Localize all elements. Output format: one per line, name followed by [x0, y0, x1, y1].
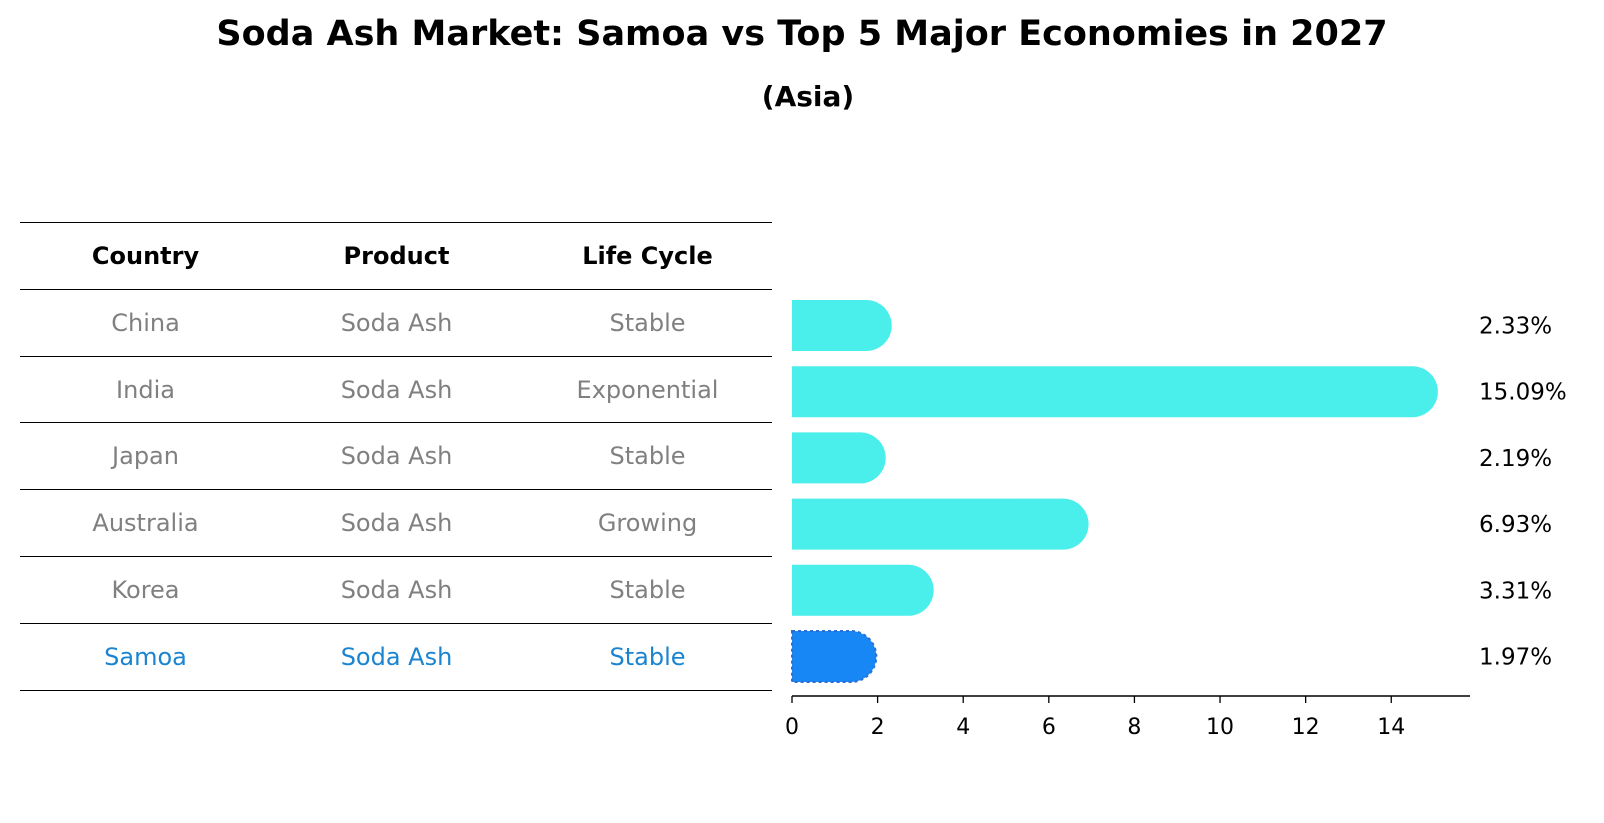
table-cell: Stable [609, 308, 686, 337]
table-cell: Soda Ash [340, 375, 453, 404]
chart-title: Soda Ash Market: Samoa vs Top 5 Major Ec… [216, 14, 1388, 54]
table-cell: Stable [609, 442, 686, 471]
table-cell: Soda Ash [340, 509, 453, 538]
x-tick-label: 10 [1206, 715, 1234, 740]
data-label: 3.31% [1479, 578, 1552, 604]
bar [792, 564, 934, 616]
table-cell: Samoa [104, 642, 187, 671]
x-tick-label: 14 [1377, 715, 1405, 740]
data-label: 6.93% [1479, 512, 1552, 538]
table-header-cell: Country [91, 242, 200, 270]
x-tick-label: 6 [1042, 715, 1056, 740]
table-cell: Growing [597, 509, 698, 538]
table-cell: Stable [609, 642, 686, 671]
x-tick-label: 8 [1127, 715, 1141, 740]
table-cell: Soda Ash [340, 576, 453, 604]
bar [792, 432, 886, 484]
table-rule [20, 288, 772, 290]
chart-subtitle: (Asia) [761, 80, 855, 113]
table-rule [20, 489, 772, 491]
x-tick-label: 12 [1292, 715, 1320, 740]
table-rule [20, 622, 772, 624]
data-label: 2.19% [1479, 446, 1552, 472]
data-label: 15.09% [1479, 380, 1567, 406]
table-rule [20, 556, 772, 557]
x-tick-label: 4 [956, 715, 970, 740]
table-header-cell: Life Cycle [582, 242, 713, 270]
table-rule [20, 422, 772, 424]
data-label: 1.97% [1479, 645, 1552, 671]
bar [792, 366, 1438, 418]
x-tick-label: 2 [871, 715, 885, 740]
bar [792, 498, 1089, 550]
table-rule [20, 689, 772, 691]
x-tick-label: 0 [785, 715, 799, 740]
table-header-cell: Product [343, 242, 450, 270]
data-label: 2.33% [1479, 314, 1552, 340]
table-cell: China [111, 308, 180, 337]
bar [791, 630, 878, 683]
table-cell: Japan [112, 442, 179, 471]
table-cell: Korea [111, 576, 180, 604]
table-cell: Australia [92, 509, 199, 538]
table-rule [20, 355, 772, 357]
table-rule [20, 222, 772, 223]
table-cell: Soda Ash [340, 308, 453, 337]
table-cell: Soda Ash [340, 442, 453, 471]
table-cell: India [116, 375, 175, 404]
table-cell: Exponential [576, 375, 719, 404]
table-cell: Stable [609, 576, 686, 604]
table-cell: Soda Ash [340, 642, 453, 671]
bar [792, 300, 892, 351]
